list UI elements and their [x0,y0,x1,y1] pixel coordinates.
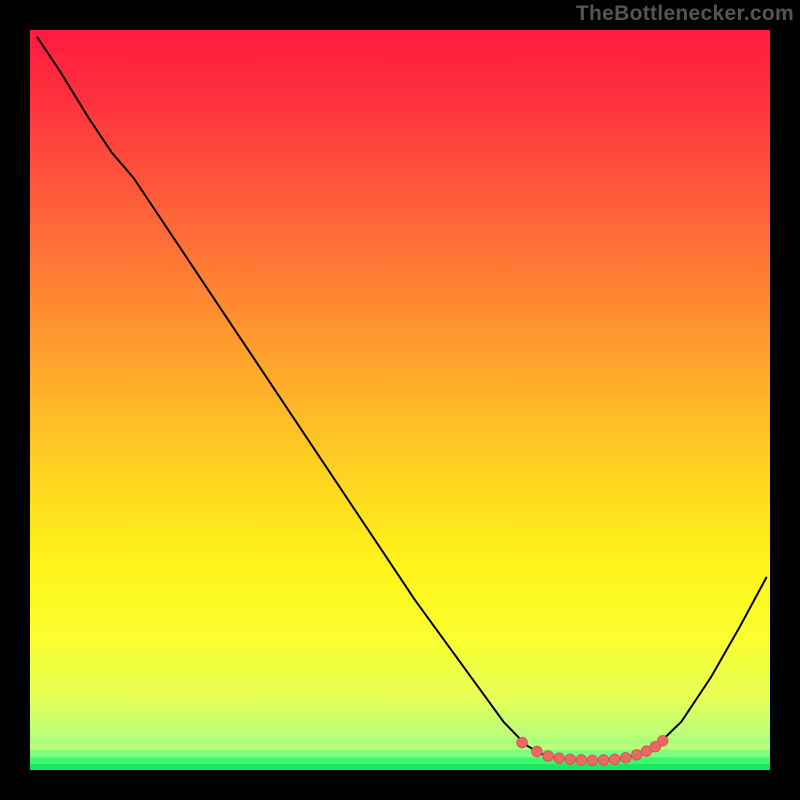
valley-marker [517,737,528,748]
valley-marker [632,750,643,761]
valley-marker [554,753,565,764]
valley-marker [598,755,609,766]
valley-marker [543,751,554,762]
gradient-background [30,30,770,770]
valley-marker [532,746,543,757]
valley-marker [620,752,631,763]
chart-svg [30,30,770,770]
figure: TheBottlenecker.com [0,0,800,800]
watermark-text: TheBottlenecker.com [576,2,794,26]
valley-marker [565,754,576,765]
plot-area [30,30,770,770]
valley-marker [609,754,620,765]
valley-marker [587,755,598,766]
valley-marker [576,755,587,766]
valley-marker [657,735,668,746]
